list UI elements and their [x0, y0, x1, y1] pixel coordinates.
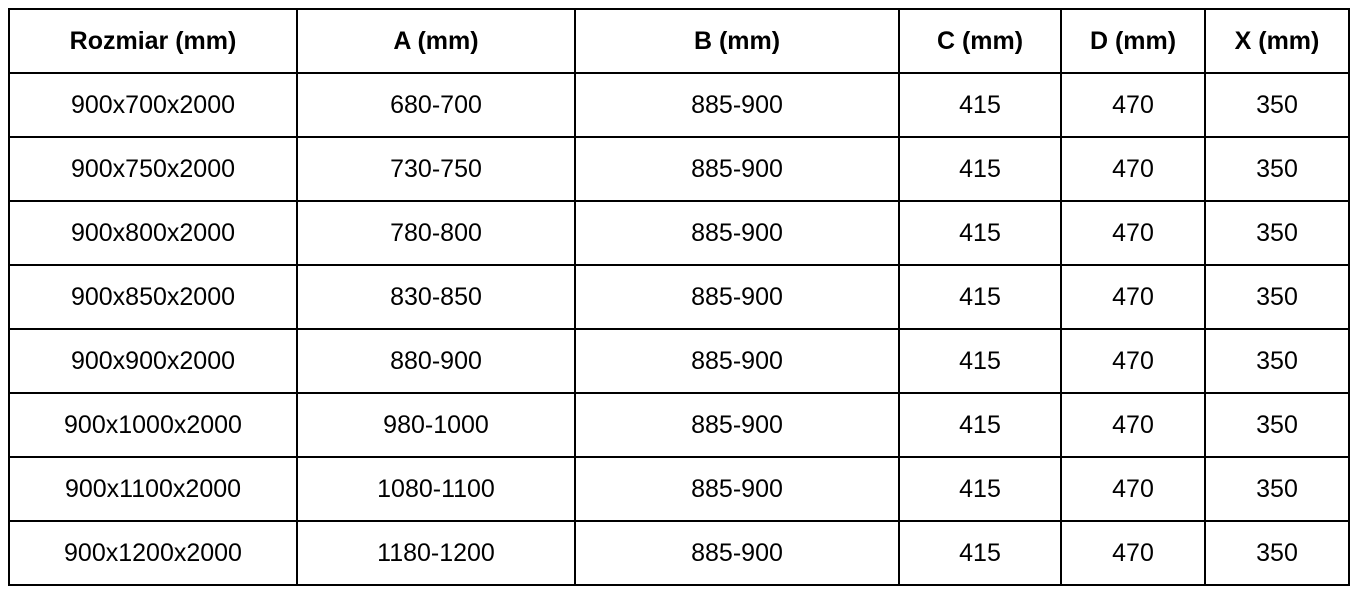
table-cell: 470: [1060, 136, 1206, 202]
table-cell: 415: [898, 136, 1062, 202]
table-cell: 730-750: [296, 136, 576, 202]
table-cell: 1180-1200: [296, 520, 576, 586]
table-row: 900x700x2000 680-700 885-900 415 470 350: [8, 72, 1350, 138]
column-header: D (mm): [1060, 8, 1206, 74]
table-cell: 470: [1060, 72, 1206, 138]
column-header: A (mm): [296, 8, 576, 74]
table-cell: 350: [1204, 328, 1350, 394]
table-cell: 885-900: [574, 136, 900, 202]
table-cell: 885-900: [574, 72, 900, 138]
table-cell: 680-700: [296, 72, 576, 138]
table-cell: 415: [898, 456, 1062, 522]
column-header: C (mm): [898, 8, 1062, 74]
table-cell: 415: [898, 520, 1062, 586]
table-cell: 470: [1060, 328, 1206, 394]
table-cell: 350: [1204, 136, 1350, 202]
table-cell: 885-900: [574, 328, 900, 394]
table-cell: 415: [898, 328, 1062, 394]
header-row: Rozmiar (mm) A (mm) B (mm) C (mm) D (mm) X (m…: [8, 8, 1350, 74]
table-cell: 350: [1204, 520, 1350, 586]
table-cell: 780-800: [296, 200, 576, 266]
table-row: 900x900x2000 880-900 885-900 415 470 350: [8, 328, 1350, 394]
table-cell: 900x850x2000: [8, 264, 298, 330]
table-cell: 885-900: [574, 200, 900, 266]
table-cell: 415: [898, 264, 1062, 330]
table-cell: 900x1200x2000: [8, 520, 298, 586]
column-header: X (mm): [1204, 8, 1350, 74]
table-cell: 350: [1204, 72, 1350, 138]
table-cell: 415: [898, 72, 1062, 138]
table-row: 900x1200x2000 1180-1200 885-900 415 470 350: [8, 520, 1350, 586]
table-row: 900x750x2000 730-750 885-900 415 470 350: [8, 136, 1350, 202]
table-cell: 470: [1060, 392, 1206, 458]
table-cell: 885-900: [574, 456, 900, 522]
table-cell: 350: [1204, 456, 1350, 522]
table-cell: 885-900: [574, 392, 900, 458]
table-cell: 900x800x2000: [8, 200, 298, 266]
table-cell: 1080-1100: [296, 456, 576, 522]
table-row: 900x850x2000 830-850 885-900 415 470 350: [8, 264, 1350, 330]
table-cell: 350: [1204, 264, 1350, 330]
table-cell: 470: [1060, 200, 1206, 266]
table-cell: 830-850: [296, 264, 576, 330]
column-header: Rozmiar (mm): [8, 8, 298, 74]
table-cell: 900x1100x2000: [8, 456, 298, 522]
table-cell: 350: [1204, 392, 1350, 458]
table-cell: 900x900x2000: [8, 328, 298, 394]
table-cell: 885-900: [574, 520, 900, 586]
table-cell: 980-1000: [296, 392, 576, 458]
table-cell: 900x1000x2000: [8, 392, 298, 458]
table-cell: 415: [898, 392, 1062, 458]
table-cell: 470: [1060, 520, 1206, 586]
table-row: 900x1000x2000 980-1000 885-900 415 470 350: [8, 392, 1350, 458]
table-cell: 415: [898, 200, 1062, 266]
table-cell: 470: [1060, 456, 1206, 522]
table-cell: 470: [1060, 264, 1206, 330]
table-cell: 900x700x2000: [8, 72, 298, 138]
table-cell: 880-900: [296, 328, 576, 394]
table-cell: 900x750x2000: [8, 136, 298, 202]
column-header: B (mm): [574, 8, 900, 74]
dimensions-table: Rozmiar (mm) A (mm) B (mm) C (mm) D (mm) X (m…: [8, 8, 1350, 586]
table-row: 900x800x2000 780-800 885-900 415 470 350: [8, 200, 1350, 266]
table-cell: 885-900: [574, 264, 900, 330]
table-row: 900x1100x2000 1080-1100 885-900 415 470 350: [8, 456, 1350, 522]
table-cell: 350: [1204, 200, 1350, 266]
